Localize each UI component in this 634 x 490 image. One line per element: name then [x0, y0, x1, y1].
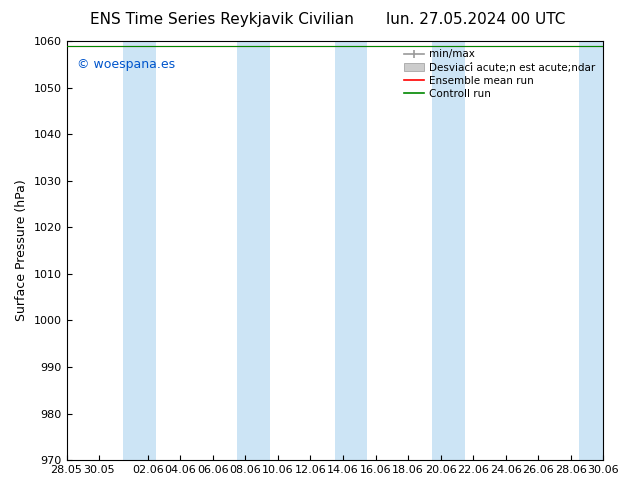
Bar [335, 41, 367, 460]
Text: ENS Time Series Reykjavik Civilian: ENS Time Series Reykjavik Civilian [90, 12, 354, 27]
Legend: min/max, Desviací acute;n est acute;ndar, Ensemble mean run, Controll run: min/max, Desviací acute;n est acute;nda… [401, 46, 598, 102]
Text: © woespana.es: © woespana.es [77, 58, 176, 71]
Bar [432, 41, 465, 460]
Bar [579, 41, 611, 460]
Y-axis label: Surface Pressure (hPa): Surface Pressure (hPa) [15, 180, 28, 321]
Bar [237, 41, 270, 460]
Bar [124, 41, 156, 460]
Text: lun. 27.05.2024 00 UTC: lun. 27.05.2024 00 UTC [386, 12, 565, 27]
